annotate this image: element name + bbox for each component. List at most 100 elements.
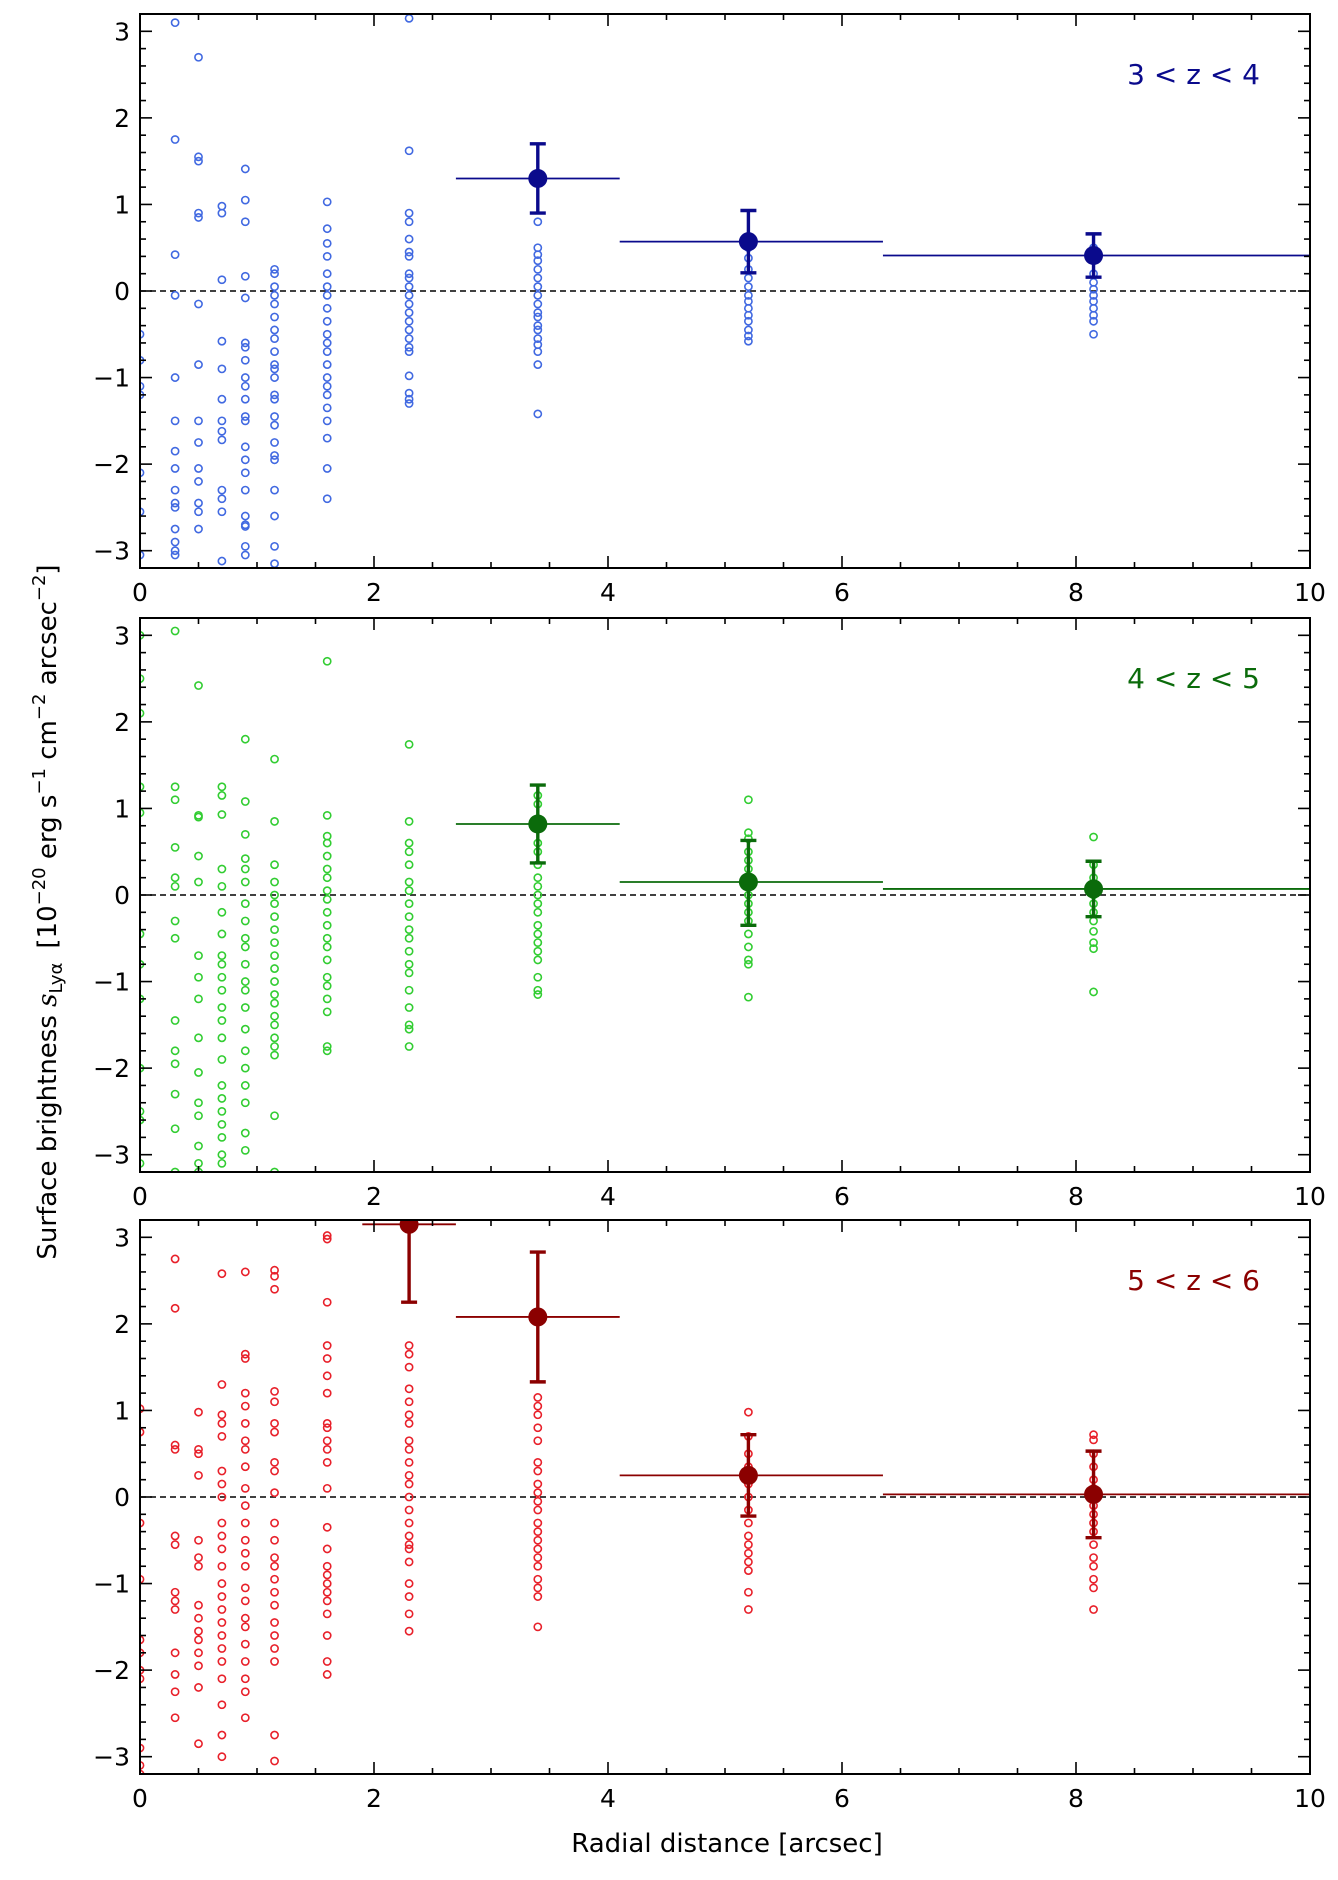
data-point <box>270 1042 279 1051</box>
data-point <box>322 373 332 382</box>
data-point <box>270 420 279 430</box>
y-tick-label: −2 <box>93 1656 130 1685</box>
data-point <box>322 1341 332 1350</box>
data-point <box>194 1648 203 1658</box>
data-point <box>1089 1435 1098 1445</box>
data-point <box>240 1687 250 1697</box>
data-point <box>140 1158 145 1168</box>
data-point <box>404 334 414 344</box>
data-point <box>270 541 279 551</box>
data-point <box>404 1579 414 1588</box>
data-point <box>533 1527 543 1537</box>
data-point <box>217 1158 227 1168</box>
data-point <box>240 164 250 174</box>
data-point <box>1089 832 1098 842</box>
data-point <box>240 942 250 952</box>
data-point <box>744 282 753 292</box>
data-point <box>240 959 250 969</box>
y-tick-label: 3 <box>114 17 130 46</box>
data-point <box>194 1635 203 1645</box>
data-point <box>322 1609 332 1619</box>
data-point <box>404 1419 414 1428</box>
data-point <box>404 394 414 404</box>
data-point <box>533 1592 543 1601</box>
data-point <box>404 342 414 352</box>
data-point <box>170 18 180 28</box>
plot-area <box>140 1220 1310 1774</box>
data-point <box>270 990 279 999</box>
data-point <box>533 938 543 948</box>
data-point <box>217 1730 227 1740</box>
data-point <box>533 290 543 300</box>
data-point <box>217 1579 227 1588</box>
data-point <box>270 390 279 400</box>
y-tick-label: 2 <box>114 104 130 133</box>
data-point <box>404 1518 414 1528</box>
data-point <box>744 1566 753 1575</box>
data-point <box>270 1111 279 1121</box>
data-point <box>270 1011 279 1021</box>
data-point <box>744 290 753 300</box>
data-point <box>404 325 414 335</box>
data-point <box>240 522 250 531</box>
data-point <box>404 912 414 922</box>
data-point <box>240 338 250 348</box>
data-point <box>140 1574 145 1584</box>
data-point <box>240 1267 250 1277</box>
data-point <box>194 812 203 822</box>
data-point <box>404 1592 414 1601</box>
data-point <box>217 951 227 960</box>
data-point <box>322 416 332 426</box>
data-point <box>170 1254 180 1264</box>
data-point <box>270 1271 279 1281</box>
data-point <box>140 1427 145 1437</box>
binned-mean <box>455 142 620 215</box>
data-point <box>270 951 279 960</box>
redshift-label: 4 < z < 5 <box>1127 662 1260 695</box>
data-point <box>270 899 279 909</box>
data-point <box>270 1756 279 1766</box>
data-point <box>240 1462 250 1472</box>
data-point <box>404 347 414 356</box>
data-point <box>744 303 753 313</box>
data-point <box>1089 916 1098 926</box>
data-point <box>404 899 414 909</box>
data-point <box>533 1535 543 1545</box>
data-point <box>404 1024 414 1034</box>
data-point <box>140 381 145 391</box>
data-point <box>404 399 414 408</box>
data-point <box>170 842 180 852</box>
data-point <box>240 1003 250 1012</box>
data-point <box>217 1518 227 1528</box>
data-point <box>270 912 279 922</box>
data-point <box>240 455 250 465</box>
data-point <box>533 881 543 891</box>
data-point <box>404 877 414 887</box>
data-point <box>322 831 332 841</box>
data-point <box>322 1457 332 1467</box>
data-point <box>170 1444 180 1454</box>
data-point <box>170 485 180 495</box>
data-point <box>404 1540 414 1550</box>
data-point <box>322 1670 332 1679</box>
data-point <box>270 1553 279 1562</box>
data-point <box>533 907 543 917</box>
mean-marker <box>1084 1484 1104 1504</box>
data-point <box>194 477 203 486</box>
data-point <box>194 360 203 369</box>
data-point <box>322 942 332 952</box>
data-point <box>240 541 250 551</box>
data-point <box>217 810 227 819</box>
data-point <box>194 464 203 473</box>
data-point <box>322 994 332 1004</box>
x-tick-label: 0 <box>132 1784 148 1813</box>
data-point <box>217 1269 227 1279</box>
data-point <box>322 494 332 504</box>
data-point <box>240 442 250 452</box>
data-point <box>170 1596 180 1606</box>
x-tick-label: 8 <box>1068 578 1084 607</box>
data-point <box>240 550 250 560</box>
data-point <box>217 1055 227 1064</box>
data-point <box>1089 277 1098 287</box>
